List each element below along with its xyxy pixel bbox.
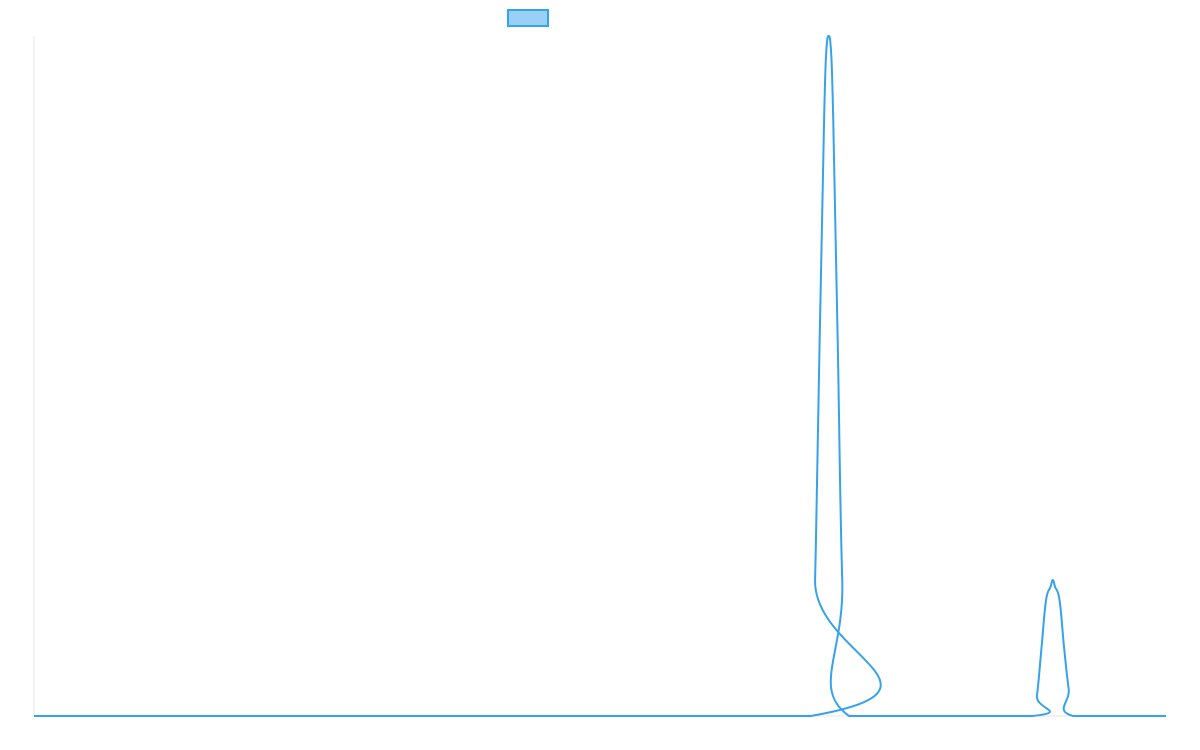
axes	[33, 36, 1166, 717]
legend[interactable]	[507, 9, 549, 27]
series-layer	[34, 35, 1166, 718]
series-line	[34, 35, 1166, 718]
legend-swatch[interactable]	[507, 9, 549, 27]
